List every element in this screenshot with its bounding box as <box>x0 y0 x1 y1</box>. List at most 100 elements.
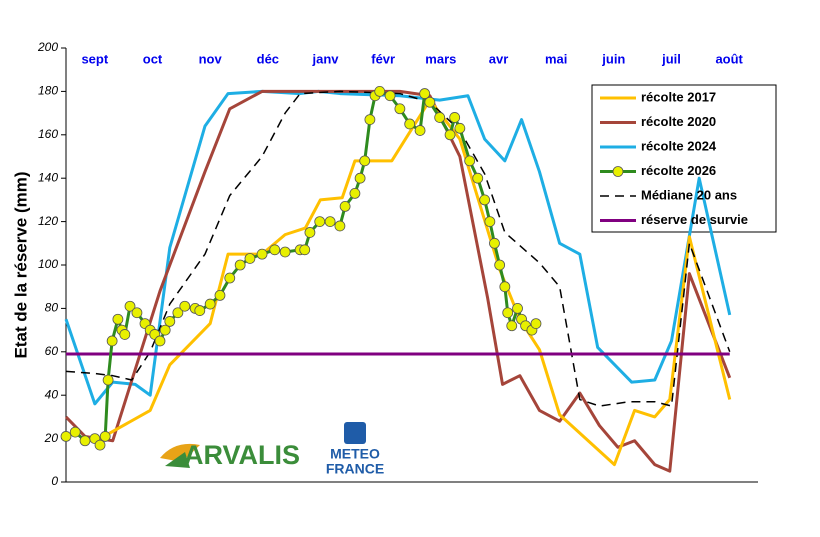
month-label: juil <box>661 51 681 66</box>
legend-label: récolte 2026 <box>641 163 716 178</box>
data-point <box>424 96 436 108</box>
y-tick-label: 100 <box>38 257 58 271</box>
logo-icon <box>344 422 366 444</box>
y-axis-label: Etat de la réserve (mm) <box>11 171 30 358</box>
data-point <box>79 435 91 447</box>
data-point <box>244 253 256 264</box>
data-point <box>124 300 136 312</box>
month-label: sept <box>81 51 108 66</box>
y-tick-label: 80 <box>45 301 59 315</box>
y-tick-label: 60 <box>45 344 59 358</box>
logo-text: METEO <box>330 446 380 462</box>
data-point <box>479 194 491 206</box>
month-label: oct <box>143 51 163 66</box>
data-point <box>194 305 206 316</box>
y-tick-label: 0 <box>51 474 58 488</box>
data-point <box>364 114 376 126</box>
month-label: nov <box>199 51 223 66</box>
logo-shape <box>165 452 190 468</box>
y-tick-label: 160 <box>38 127 58 141</box>
legend-marker <box>612 166 624 177</box>
data-point <box>234 259 246 271</box>
month-label: déc <box>257 51 279 66</box>
data-point <box>324 216 336 228</box>
data-point <box>502 307 514 319</box>
data-point <box>279 246 291 258</box>
data-point <box>419 88 431 99</box>
data-point <box>102 374 114 386</box>
data-point <box>404 118 416 130</box>
data-point <box>69 426 81 438</box>
data-point <box>159 324 171 336</box>
logo-shape <box>160 443 200 462</box>
month-label: août <box>715 51 743 66</box>
data-point <box>334 220 346 232</box>
data-point <box>489 237 500 249</box>
data-point <box>99 431 111 442</box>
month-label: janv <box>311 51 339 66</box>
series-line <box>65 90 731 407</box>
data-point <box>299 244 311 256</box>
data-point <box>384 90 396 102</box>
data-point <box>256 248 268 260</box>
data-point <box>414 125 426 136</box>
data-point <box>499 281 511 293</box>
legend-box <box>591 84 777 233</box>
data-point <box>60 431 72 442</box>
month-label: juin <box>601 51 625 66</box>
data-point <box>434 112 446 123</box>
y-tick-label: 200 <box>37 40 58 54</box>
data-point <box>119 329 131 340</box>
data-point <box>164 316 176 327</box>
y-tick-label: 40 <box>45 387 59 401</box>
data-point <box>179 300 191 312</box>
series-line <box>99 98 732 467</box>
data-point <box>112 313 124 325</box>
data-point <box>394 103 406 115</box>
month-label: mai <box>545 51 567 66</box>
logo-text: ARVALIS <box>184 440 300 470</box>
y-tick-label: 20 <box>44 431 59 445</box>
legend-label: récolte 2017 <box>641 89 716 104</box>
logo-text: FRANCE <box>326 461 384 477</box>
month-label: mars <box>425 51 456 66</box>
data-point <box>374 86 386 97</box>
y-tick-label: 120 <box>38 214 58 228</box>
data-point <box>472 172 484 184</box>
data-point <box>269 244 281 256</box>
legend-label: récolte 2020 <box>641 114 716 129</box>
data-point <box>214 289 226 301</box>
data-point <box>154 335 166 347</box>
legend-label: Médiane 20 ans <box>641 187 737 202</box>
data-point <box>494 259 506 271</box>
data-point <box>224 272 236 284</box>
data-point <box>530 318 542 329</box>
y-tick-label: 180 <box>38 84 58 98</box>
data-point <box>204 298 216 310</box>
data-point <box>444 129 456 141</box>
y-tick-label: 140 <box>38 170 58 184</box>
series-line <box>64 89 732 473</box>
data-point <box>464 155 476 167</box>
data-point <box>131 307 143 319</box>
month-label: avr <box>489 51 509 66</box>
data-point <box>484 216 496 228</box>
data-point <box>454 122 466 134</box>
data-point <box>304 227 316 238</box>
data-point <box>354 172 366 184</box>
data-point <box>512 302 523 314</box>
data-point <box>339 201 351 212</box>
data-point <box>506 320 518 332</box>
legend-label: réserve de survie <box>641 212 748 227</box>
data-point <box>172 307 184 319</box>
data-point <box>106 335 118 347</box>
legend-label: récolte 2024 <box>641 138 717 153</box>
data-point <box>349 187 361 199</box>
data-point <box>94 439 106 451</box>
series-line <box>64 89 732 406</box>
data-point <box>314 216 326 228</box>
logo-arvalis: ARVALIS METEO FRANCE <box>160 422 384 477</box>
month-label: févr <box>371 51 395 66</box>
data-point <box>359 155 371 167</box>
